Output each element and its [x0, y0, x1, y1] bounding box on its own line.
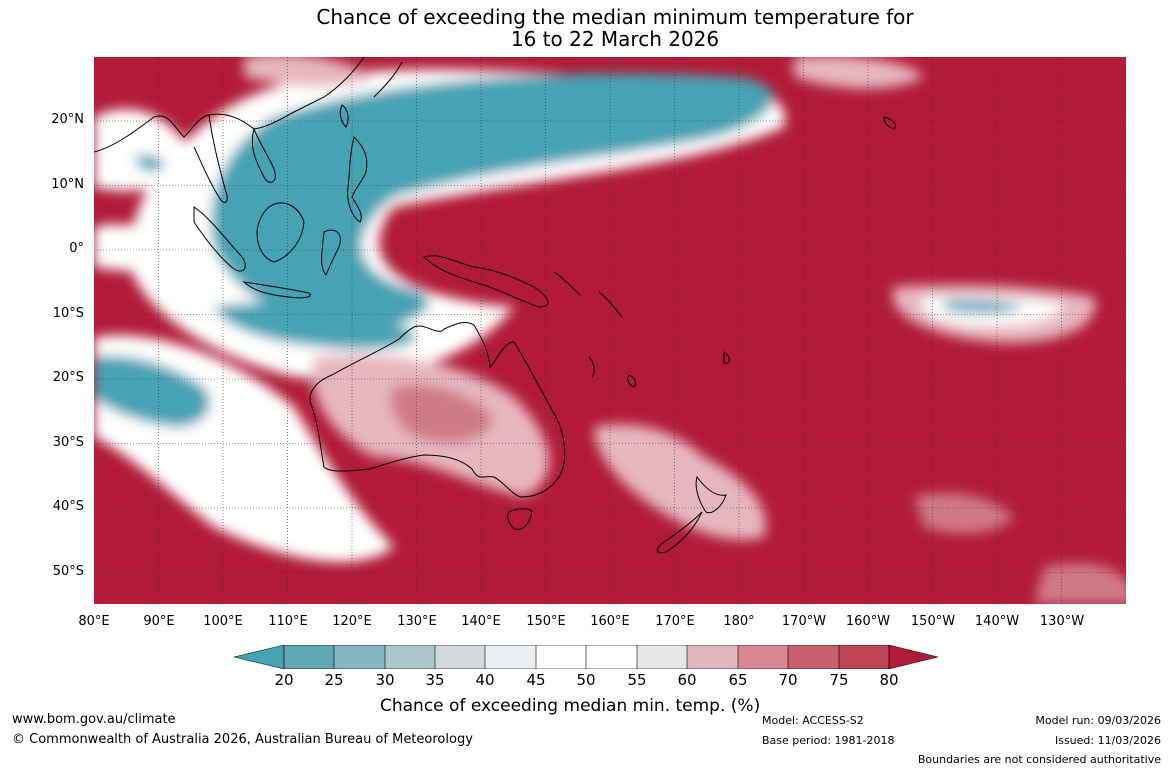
chart-title-line1: Chance of exceeding the median minimum t…	[316, 5, 914, 29]
colorbar-tick: 75	[829, 671, 849, 689]
lon-label-130e: 130°E	[397, 614, 437, 629]
lon-label-80e: 80°E	[78, 614, 110, 629]
colorbar-segment	[284, 645, 334, 669]
lon-label-140w: 140°W	[974, 614, 1020, 629]
graticule	[94, 57, 1126, 604]
colorbar-segment	[536, 645, 586, 669]
boundaries-disclaimer: Boundaries are not considered authoritat…	[917, 753, 1161, 766]
colorbar-segment	[738, 645, 788, 669]
lon-label-170e: 170°E	[655, 614, 695, 629]
colorbar-tick: 65	[728, 671, 748, 689]
colorbar-low-arrow	[234, 645, 285, 669]
colorbar-segment	[839, 645, 889, 669]
lat-label-20s: 20°S	[52, 370, 84, 385]
lon-label-130w: 130°W	[1039, 614, 1085, 629]
colorbar-tick: 80	[879, 671, 899, 689]
lat-label-10n: 10°N	[51, 177, 84, 192]
lon-label-140e: 140°E	[461, 614, 501, 629]
website-link[interactable]: www.bom.gov.au/climate	[12, 712, 176, 727]
colorbar-tick: 60	[677, 671, 697, 689]
colorbar-tick: 40	[475, 671, 495, 689]
forecast-map	[94, 57, 1126, 604]
lon-label-160e: 160°E	[590, 614, 630, 629]
lon-label-170w: 170°W	[781, 614, 827, 629]
colorbar-tick: 25	[324, 671, 344, 689]
lat-label-20n: 20°N	[51, 112, 84, 127]
colorbar-segment	[334, 645, 385, 669]
colorbar-tick: 70	[778, 671, 798, 689]
colorbar-segment	[435, 645, 485, 669]
lon-label-110e: 110°E	[268, 614, 308, 629]
lon-label-150w: 150°W	[910, 614, 956, 629]
colorbar-segment	[485, 645, 536, 669]
lat-label-10s: 10°S	[52, 306, 84, 321]
lon-label-160w: 160°W	[845, 614, 891, 629]
lon-label-120e: 120°E	[332, 614, 372, 629]
coastlines	[94, 57, 896, 554]
colorbar-segment	[687, 645, 738, 669]
copyright-text: © Commonwealth of Australia 2026, Austra…	[12, 732, 473, 747]
colorbar-tick: 45	[526, 671, 546, 689]
lon-label-90e: 90°E	[143, 614, 175, 629]
colorbar-tick: 20	[274, 671, 294, 689]
base-period: Base period: 1981-2018	[762, 734, 895, 747]
model-name: Model: ACCESS-S2	[762, 714, 864, 727]
lon-label-100e: 100°E	[203, 614, 243, 629]
colorbar-high-arrow	[888, 645, 938, 669]
colorbar-segment	[637, 645, 687, 669]
lat-label-0: 0°	[69, 241, 84, 256]
colorbar-segment	[586, 645, 637, 669]
colorbar-title: Chance of exceeding median min. temp. (%…	[380, 696, 761, 716]
colorbar-segment	[788, 645, 839, 669]
lon-label-180: 180°	[723, 614, 755, 629]
model-run-date: Model run: 09/03/2026	[1035, 714, 1161, 727]
colorbar-tick: 35	[425, 671, 445, 689]
colorbar-tick: 55	[627, 671, 647, 689]
lat-label-30s: 30°S	[52, 435, 84, 450]
colorbar-segment	[385, 645, 435, 669]
lat-label-40s: 40°S	[52, 499, 84, 514]
colorbar-tick: 30	[375, 671, 395, 689]
chart-title-line2: 16 to 22 March 2026	[510, 27, 720, 51]
colorbar	[234, 645, 938, 669]
colorbar-tick: 50	[576, 671, 596, 689]
lon-label-150e: 150°E	[526, 614, 566, 629]
issued-date: Issued: 11/03/2026	[1054, 734, 1161, 747]
lat-label-50s: 50°S	[52, 564, 84, 579]
